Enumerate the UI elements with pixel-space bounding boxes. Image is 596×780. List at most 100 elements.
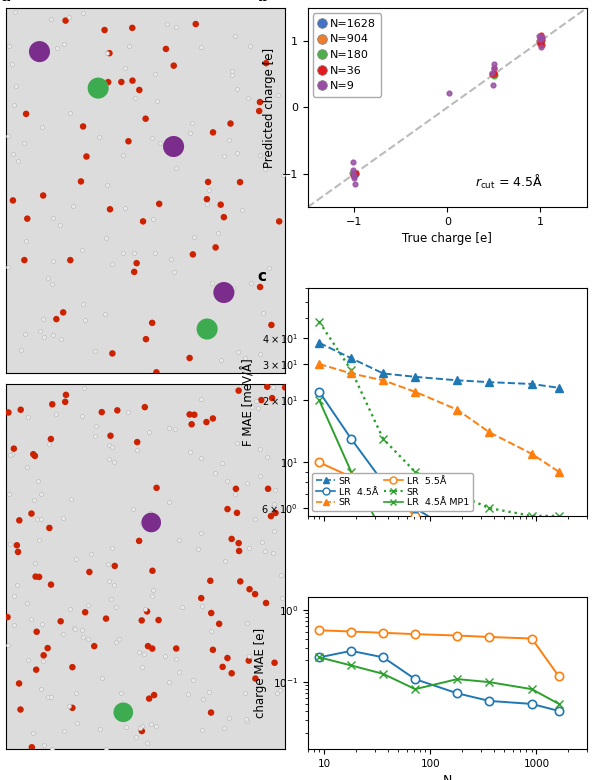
Point — [137, 725, 147, 737]
Point — [184, 687, 193, 700]
Point — [104, 558, 113, 570]
Point — [106, 593, 116, 605]
Point — [254, 658, 264, 671]
N=9 — [350, 178, 360, 190]
Point — [171, 21, 181, 34]
N=9 — [488, 79, 498, 91]
Point — [35, 45, 44, 58]
Point — [56, 615, 66, 628]
Point — [128, 22, 137, 34]
Point — [46, 690, 56, 703]
N=36 — [348, 168, 358, 181]
N=9 — [538, 31, 547, 44]
Point — [61, 14, 70, 27]
Point — [208, 644, 218, 656]
Point — [203, 176, 213, 188]
Point — [219, 722, 229, 734]
N=36 — [537, 38, 547, 51]
N=36 — [350, 167, 359, 179]
N=180 — [350, 168, 359, 181]
N=9 — [535, 33, 545, 45]
Point — [13, 546, 23, 558]
Point — [60, 395, 70, 408]
Point — [202, 198, 212, 211]
Point — [147, 317, 157, 329]
Point — [131, 92, 140, 105]
Point — [43, 690, 52, 703]
N=180 — [489, 68, 498, 80]
Point — [7, 448, 17, 460]
Point — [94, 82, 103, 94]
N=180 — [535, 34, 545, 47]
Point — [218, 457, 227, 470]
Point — [272, 687, 281, 700]
Point — [98, 672, 107, 684]
Point — [67, 661, 77, 673]
Point — [77, 624, 87, 636]
Point — [161, 43, 170, 55]
Point — [89, 83, 98, 95]
Point — [105, 203, 115, 215]
Point — [277, 569, 286, 581]
Point — [223, 503, 232, 516]
Point — [116, 687, 126, 700]
Point — [278, 168, 288, 181]
N=9 — [535, 30, 544, 42]
Point — [76, 176, 86, 188]
Point — [155, 136, 164, 149]
Point — [36, 682, 45, 695]
Point — [147, 718, 156, 730]
N=1628 — [536, 35, 545, 48]
Point — [66, 254, 75, 266]
Point — [263, 483, 273, 495]
Point — [170, 423, 179, 435]
Point — [242, 477, 252, 489]
Point — [52, 313, 61, 325]
Point — [177, 601, 187, 613]
Point — [169, 59, 179, 72]
N=904 — [489, 68, 499, 80]
N=180 — [536, 34, 546, 47]
Point — [82, 151, 91, 163]
Point — [35, 324, 45, 337]
Point — [90, 431, 100, 443]
Point — [17, 344, 26, 356]
N=180 — [491, 69, 500, 81]
Point — [118, 247, 128, 260]
N=36 — [536, 37, 546, 50]
Point — [51, 408, 61, 420]
Point — [9, 619, 18, 631]
Point — [253, 402, 263, 415]
Point — [154, 614, 163, 626]
Point — [8, 148, 17, 161]
Point — [100, 308, 110, 321]
Point — [150, 689, 159, 701]
Point — [22, 597, 32, 609]
Point — [187, 116, 197, 129]
Point — [137, 720, 147, 732]
N=180 — [535, 35, 545, 48]
N=36 — [349, 168, 359, 181]
N=1628 — [488, 68, 498, 80]
Point — [255, 96, 265, 108]
Point — [135, 83, 144, 96]
Point — [271, 507, 280, 519]
Point — [8, 194, 18, 207]
Point — [69, 200, 78, 212]
Point — [208, 126, 218, 139]
Point — [251, 672, 260, 685]
Point — [101, 232, 110, 244]
N=1628 — [351, 168, 361, 180]
Point — [151, 720, 161, 732]
Point — [38, 618, 47, 630]
Point — [140, 603, 150, 615]
Point — [245, 583, 254, 595]
Point — [85, 566, 94, 578]
N=36 — [536, 29, 546, 41]
Point — [207, 277, 217, 289]
Legend: N=1628, N=904, N=180, N=36, N=9: N=1628, N=904, N=180, N=36, N=9 — [313, 13, 381, 97]
Point — [262, 381, 272, 393]
Point — [174, 534, 184, 547]
Point — [191, 18, 200, 30]
Point — [104, 453, 113, 466]
